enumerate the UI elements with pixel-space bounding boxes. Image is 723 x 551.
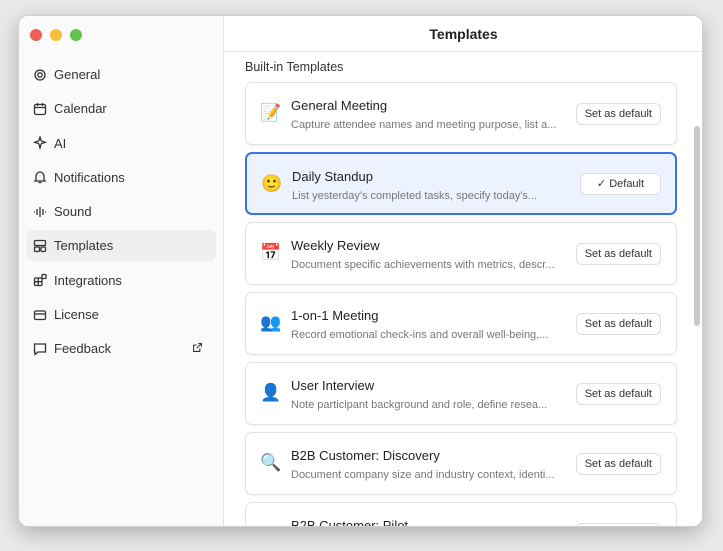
template-emoji-icon: 👤 xyxy=(260,383,282,402)
sidebar-item-label: License xyxy=(54,307,99,323)
main-pane: Templates Built-in Templates 📝 General M… xyxy=(225,16,702,526)
sidebar-item-templates[interactable]: Templates xyxy=(26,230,216,262)
minimize-button[interactable] xyxy=(50,29,62,41)
sidebar-item-label: Sound xyxy=(54,204,92,220)
sidebar-item-general[interactable]: General xyxy=(26,59,216,90)
template-card[interactable]: 👥 1-on-1 Meeting Record emotional check-… xyxy=(245,292,677,355)
set-default-button[interactable]: Set as default xyxy=(575,243,661,265)
external-link-icon xyxy=(193,343,202,353)
integrations-icon xyxy=(33,274,47,287)
sidebar-nav: General Calendar AI Notifications Sound Templ… xyxy=(26,59,216,368)
sidebar-item-calendar[interactable]: Calendar xyxy=(26,93,216,124)
template-name: General Meeting xyxy=(291,98,388,113)
sidebar-item-label: Calendar xyxy=(54,101,107,117)
set-default-button[interactable]: Set as default xyxy=(575,523,661,526)
sidebar-item-label: AI xyxy=(54,135,67,151)
sidebar-item-label: General xyxy=(54,67,101,82)
card-icon xyxy=(33,309,47,320)
sidebar-item-label: Notifications xyxy=(54,169,125,185)
set-default-button[interactable]: Set as default xyxy=(575,453,661,475)
template-emoji-icon: 🙂 xyxy=(261,174,283,193)
set-default-button[interactable]: Set as default xyxy=(575,103,661,125)
template-card[interactable]: 🙂 Daily Standup List yesterday's complet… xyxy=(245,152,677,215)
sidebar-item-label: Integrations xyxy=(54,272,122,288)
templates-icon xyxy=(33,239,47,253)
template-name: Weekly Review xyxy=(291,238,380,253)
template-card[interactable]: 📝 General Meeting Capture attendee names… xyxy=(245,82,677,145)
waveform-icon xyxy=(34,206,46,217)
gear-icon xyxy=(34,68,46,81)
chat-icon xyxy=(33,343,47,356)
sidebar-item-feedback[interactable]: Feedback xyxy=(26,333,216,364)
sparkles-icon xyxy=(33,136,47,151)
template-emoji-icon: 👥 xyxy=(260,313,282,332)
sidebar-item-notifications[interactable]: Notifications xyxy=(26,162,216,193)
template-description: Record emotional check-ins and overall w… xyxy=(291,329,549,341)
template-description: List yesterday's completed tasks, specif… xyxy=(292,190,538,202)
default-button[interactable]: ✓ Default xyxy=(580,173,661,195)
template-card[interactable]: 📅 Weekly Review Document specific achiev… xyxy=(245,222,677,285)
close-button[interactable] xyxy=(30,29,42,41)
template-name: B2B Customer: Discovery xyxy=(291,448,440,463)
template-emoji-icon: 🤝 xyxy=(260,523,281,526)
template-description: Document company size and industry conte… xyxy=(291,469,555,481)
template-name: 1-on-1 Meeting xyxy=(291,308,379,323)
template-description: Capture attendee names and meeting purpo… xyxy=(291,119,557,131)
set-default-button[interactable]: Set as default xyxy=(575,383,661,405)
template-card[interactable]: 🤝 B2B Customer: Pilot Set as default xyxy=(245,502,677,527)
template-name: Daily Standup xyxy=(292,169,373,184)
template-name: B2B Customer: Pilot xyxy=(291,518,409,527)
window-title: Templates xyxy=(225,16,702,52)
sidebar-item-sound[interactable]: Sound xyxy=(26,196,216,227)
template-emoji-icon: 📝 xyxy=(260,103,282,122)
template-description: Note participant background and role, de… xyxy=(291,399,548,411)
template-emoji-icon: 🔍 xyxy=(260,453,282,472)
sidebar: General Calendar AI Notifications Sound Templ… xyxy=(19,16,224,526)
bell-icon xyxy=(33,171,47,184)
set-default-button[interactable]: Set as default xyxy=(575,313,661,335)
calendar-icon xyxy=(33,102,47,115)
template-card[interactable]: 👤 User Interview Note participant backgr… xyxy=(245,362,677,425)
sidebar-item-label: Templates xyxy=(54,238,114,254)
zoom-button[interactable] xyxy=(70,29,82,41)
template-name: User Interview xyxy=(291,378,375,393)
window-controls xyxy=(30,29,82,41)
template-card[interactable]: 🔍 B2B Customer: Discovery Document compa… xyxy=(245,432,677,495)
scrollbar[interactable] xyxy=(694,126,700,326)
settings-window: General Calendar AI Notifications Sound Templ… xyxy=(18,15,703,527)
sidebar-item-ai[interactable]: AI xyxy=(26,128,216,159)
sidebar-item-label: Feedback xyxy=(54,341,112,357)
sidebar-item-integrations[interactable]: Integrations xyxy=(26,265,216,296)
section-title: Built-in Templates xyxy=(245,60,344,74)
template-list: 📝 General Meeting Capture attendee names… xyxy=(245,82,677,527)
template-description: Document specific achievements with metr… xyxy=(291,259,555,271)
template-emoji-icon: 📅 xyxy=(260,243,282,262)
sidebar-item-license[interactable]: License xyxy=(26,299,216,330)
